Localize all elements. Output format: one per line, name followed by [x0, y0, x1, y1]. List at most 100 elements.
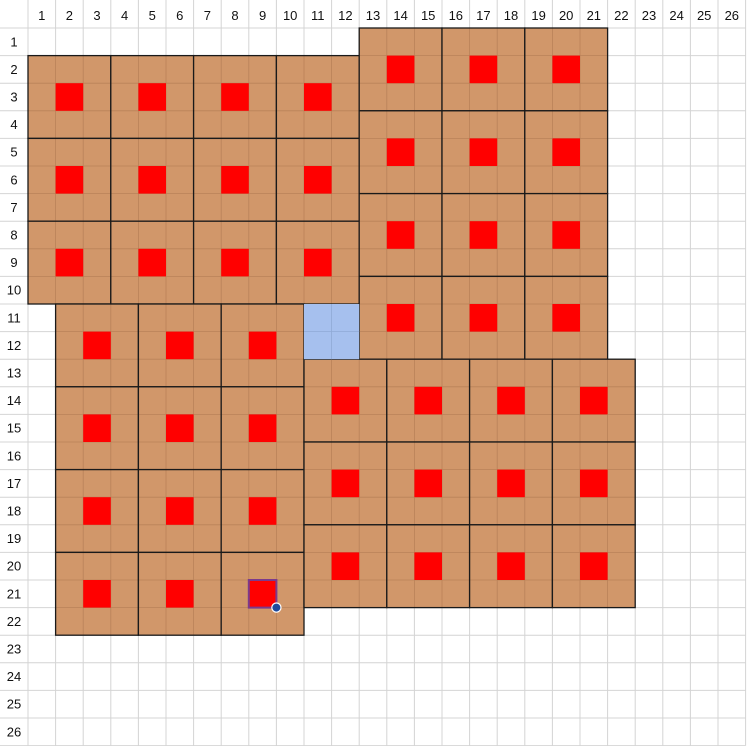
tile-block[interactable] — [468, 358, 554, 443]
fill-handle[interactable] — [271, 602, 282, 613]
row-label: 15 — [7, 421, 21, 436]
center-mark — [386, 304, 415, 332]
tile-block[interactable] — [468, 524, 554, 609]
row-label: 21 — [7, 586, 21, 601]
row-label: 6 — [10, 172, 17, 187]
tile-block[interactable] — [137, 386, 222, 471]
tile-block[interactable] — [220, 303, 305, 388]
tile-block[interactable] — [220, 551, 305, 636]
center-mark — [138, 83, 166, 111]
row-label: 3 — [10, 90, 17, 105]
column-label: 17 — [476, 8, 490, 23]
center-mark — [552, 304, 580, 332]
row-label: 12 — [7, 338, 21, 353]
tile-block[interactable] — [54, 551, 140, 636]
tile-block[interactable] — [27, 137, 112, 222]
row-label: 13 — [7, 366, 21, 381]
tile-block[interactable] — [54, 468, 140, 554]
center-mark — [248, 331, 277, 360]
column-label: 5 — [149, 8, 156, 23]
tile-block[interactable] — [524, 110, 609, 195]
tile-block[interactable] — [303, 524, 388, 609]
center-mark — [248, 414, 277, 442]
tile-block[interactable] — [358, 192, 443, 278]
row-label: 5 — [10, 145, 17, 160]
column-label: 26 — [725, 8, 739, 23]
center-mark — [469, 221, 498, 249]
tile-block[interactable] — [192, 54, 278, 140]
selected-cell[interactable] — [247, 579, 282, 613]
tile-block[interactable] — [137, 551, 222, 636]
row-label: 22 — [7, 614, 21, 629]
tile-block[interactable] — [220, 386, 305, 471]
tile-block[interactable] — [220, 468, 305, 554]
tile-block[interactable] — [54, 303, 140, 388]
row-label: 11 — [7, 310, 21, 325]
selection-outline — [247, 579, 278, 609]
tile-block[interactable] — [358, 275, 443, 360]
tile-block[interactable] — [110, 54, 195, 140]
center-mark — [497, 552, 525, 580]
column-label: 11 — [311, 8, 325, 23]
tile-block[interactable] — [551, 441, 636, 526]
tile-block[interactable] — [441, 275, 526, 360]
tile-block[interactable] — [110, 220, 195, 305]
center-mark — [304, 248, 332, 277]
row-labels: 1234567891011121314151617181920212223242… — [7, 34, 21, 739]
column-label: 10 — [283, 8, 297, 23]
tile-block[interactable] — [192, 220, 278, 305]
tile-block[interactable] — [524, 275, 609, 360]
tile-block[interactable] — [110, 137, 195, 222]
row-label: 19 — [7, 531, 21, 546]
center-mark — [248, 497, 277, 525]
column-label: 6 — [176, 8, 183, 23]
highlight-layer — [304, 304, 360, 360]
row-label: 25 — [7, 697, 21, 712]
tile-block[interactable] — [137, 468, 222, 554]
tile-block[interactable] — [303, 441, 388, 526]
tile-block[interactable] — [524, 192, 609, 278]
row-label: 18 — [7, 504, 21, 519]
tile-block[interactable] — [27, 54, 112, 140]
tile-block[interactable] — [137, 303, 222, 388]
tile-block[interactable] — [358, 110, 443, 195]
tile-block[interactable] — [441, 27, 526, 112]
center-mark — [166, 580, 194, 608]
center-mark — [138, 248, 166, 277]
tile-block[interactable] — [27, 220, 112, 305]
center-mark — [386, 55, 415, 84]
row-label: 4 — [10, 117, 17, 132]
center-mark — [83, 580, 111, 608]
center-mark — [497, 386, 525, 415]
center-mark — [166, 414, 194, 442]
tile-block[interactable] — [275, 54, 360, 140]
tile-block[interactable] — [441, 192, 526, 278]
tile-block[interactable] — [358, 27, 443, 112]
tile-block[interactable] — [441, 110, 526, 195]
column-label: 9 — [259, 8, 266, 23]
tile-block[interactable] — [386, 441, 471, 526]
tile-block[interactable] — [54, 386, 140, 471]
center-mark — [83, 414, 111, 442]
tile-block[interactable] — [468, 441, 554, 526]
column-label: 1 — [38, 8, 45, 23]
tile-block[interactable] — [275, 137, 360, 222]
center-mark — [414, 552, 442, 580]
center-mark — [221, 248, 249, 277]
tile-block[interactable] — [303, 358, 388, 443]
selection-layer — [247, 579, 282, 613]
center-mark — [138, 166, 166, 194]
tile-block[interactable] — [275, 220, 360, 305]
tile-block[interactable] — [386, 524, 471, 609]
highlight-region[interactable] — [304, 304, 360, 360]
column-label: 7 — [204, 8, 211, 23]
tile-block[interactable] — [192, 137, 278, 222]
tile-block[interactable] — [551, 358, 636, 443]
tile-block[interactable] — [551, 524, 636, 609]
column-label: 18 — [504, 8, 518, 23]
tile-block[interactable] — [524, 27, 609, 112]
tile-block[interactable] — [386, 358, 471, 443]
center-mark — [83, 331, 111, 360]
